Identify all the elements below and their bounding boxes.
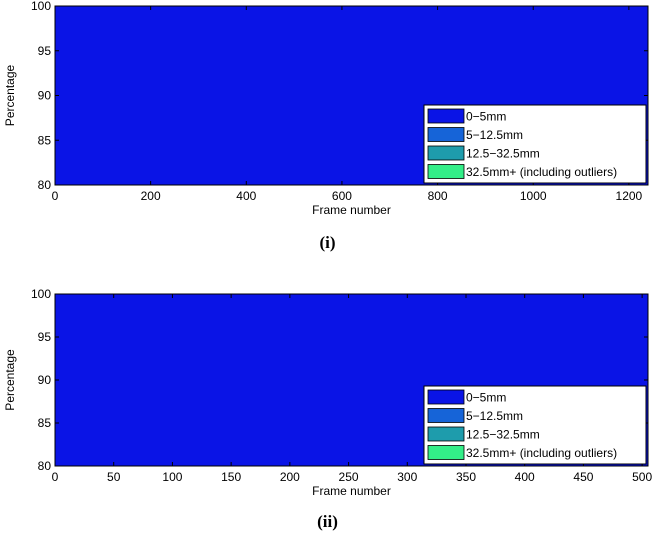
y-tick-label: 80	[38, 459, 52, 473]
legend-label: 12.5−32.5mm	[466, 147, 540, 161]
y-tick-label: 90	[38, 89, 52, 103]
x-tick-label: 200	[141, 189, 161, 203]
legend-label: 32.5mm+ (including outliers)	[466, 446, 617, 460]
legend-label: 0−5mm	[466, 110, 506, 124]
x-tick-label: 250	[339, 470, 359, 484]
y-tick-label: 95	[38, 330, 52, 344]
legend-label: 0−5mm	[466, 391, 506, 405]
legend-swatch	[427, 426, 465, 442]
legend-swatch	[427, 445, 465, 460]
x-tick-label: 0	[52, 189, 59, 203]
legend: 0−5mm 5−12.5mm 12.5−32.5mm 32.5mm+ (includi…	[423, 385, 647, 465]
legend-swatch	[427, 164, 465, 179]
y-tick-label: 90	[38, 373, 52, 387]
y-tick-label: 100	[31, 0, 51, 13]
x-tick-label: 500	[632, 470, 652, 484]
y-tick-label: 100	[31, 287, 51, 301]
chart-panel-i: 0 200 400 600 800 1000 1200 80 85 90 95 100 Frame nu…	[3, 0, 649, 217]
x-tick-label: 450	[573, 470, 593, 484]
x-tick-label: 1200	[616, 189, 643, 203]
x-axis-label: Frame number	[312, 203, 391, 217]
y-tick-label: 95	[38, 44, 52, 58]
x-tick-label: 100	[162, 470, 182, 484]
caption-panel-i: (i)	[319, 233, 336, 252]
x-tick-label: 600	[332, 189, 352, 203]
x-tick-label: 1000	[520, 189, 547, 203]
legend-swatch	[427, 127, 465, 142]
y-axis-label: Percentage	[3, 349, 17, 411]
x-axis-label: Frame number	[312, 484, 391, 498]
caption-panel-ii: (ii)	[317, 512, 338, 531]
legend-label: 5−12.5mm	[466, 409, 523, 423]
x-tick-label: 150	[221, 470, 241, 484]
x-tick-label: 300	[397, 470, 417, 484]
y-tick-label: 85	[38, 416, 52, 430]
legend-swatch	[427, 108, 465, 124]
legend: 0−5mm 5−12.5mm 12.5−32.5mm 32.5mm+ (includi…	[423, 104, 647, 184]
y-tick-label: 80	[38, 178, 52, 192]
legend-swatch	[427, 145, 465, 161]
x-tick-label: 50	[107, 470, 121, 484]
legend-label: 5−12.5mm	[466, 128, 523, 142]
y-axis-label: Percentage	[3, 64, 17, 126]
x-tick-label: 200	[280, 470, 300, 484]
legend-swatch	[427, 408, 465, 423]
x-tick-label: 400	[236, 189, 256, 203]
x-tick-label: 0	[52, 470, 59, 484]
chart-panel-ii: 0 50 100 150 200 250 300 350 400 450 500 80 85 90 95 10…	[3, 287, 652, 498]
y-tick-label: 85	[38, 133, 52, 147]
legend-label: 12.5−32.5mm	[466, 428, 540, 442]
x-tick-label: 350	[456, 470, 476, 484]
legend-swatch	[427, 389, 465, 405]
legend-label: 32.5mm+ (including outliers)	[466, 165, 617, 179]
x-tick-label: 800	[428, 189, 448, 203]
x-tick-label: 400	[515, 470, 535, 484]
